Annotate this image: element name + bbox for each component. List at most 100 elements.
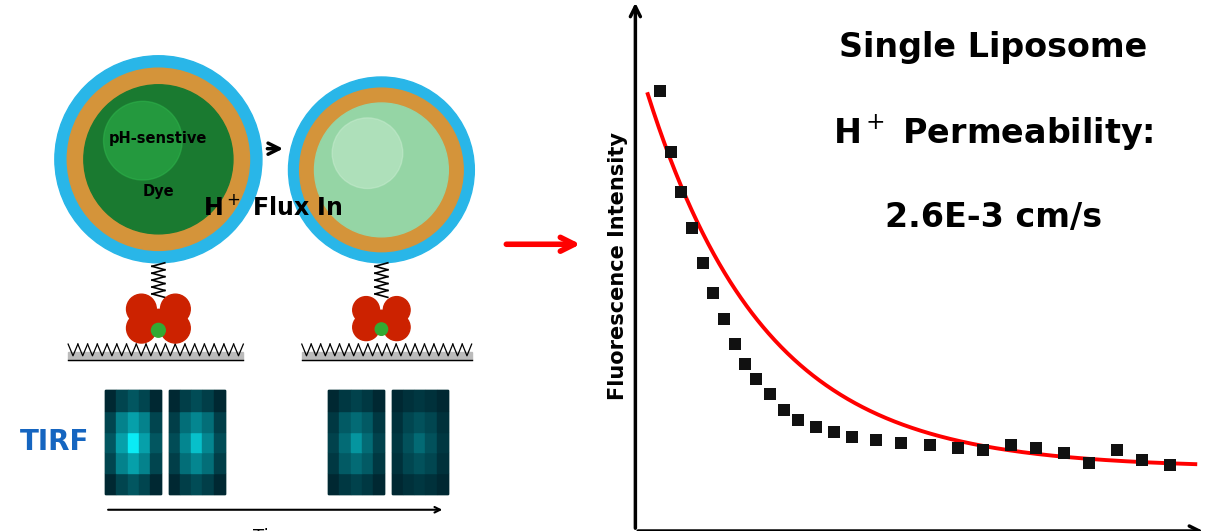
- Bar: [329, 452, 340, 473]
- Bar: [361, 473, 372, 494]
- Bar: [302, 352, 472, 360]
- Ellipse shape: [371, 310, 392, 327]
- Bar: [169, 432, 181, 452]
- Bar: [106, 432, 116, 452]
- Bar: [203, 390, 213, 411]
- Bar: [106, 452, 116, 473]
- Bar: [329, 390, 340, 411]
- Bar: [437, 390, 448, 411]
- Text: TIRF: TIRF: [19, 428, 90, 456]
- Bar: [106, 390, 161, 494]
- Point: [866, 436, 885, 444]
- Text: 2.6E-3 cm/s: 2.6E-3 cm/s: [885, 201, 1103, 234]
- Y-axis label: Fluorescence Intensity: Fluorescence Intensity: [609, 132, 628, 399]
- Bar: [169, 452, 181, 473]
- Bar: [372, 411, 385, 432]
- Bar: [329, 411, 340, 432]
- Circle shape: [383, 314, 410, 340]
- Bar: [169, 390, 181, 411]
- Bar: [127, 473, 138, 494]
- Bar: [106, 390, 116, 411]
- Bar: [106, 411, 116, 432]
- Bar: [127, 452, 138, 473]
- Text: H$^+$ Permeability:: H$^+$ Permeability:: [833, 113, 1154, 152]
- Point: [775, 405, 795, 414]
- Circle shape: [160, 313, 190, 343]
- Bar: [116, 473, 127, 494]
- Bar: [372, 390, 385, 411]
- Point: [892, 438, 911, 447]
- Point: [949, 443, 968, 452]
- Bar: [426, 411, 437, 432]
- Bar: [351, 452, 361, 473]
- Bar: [181, 452, 192, 473]
- Bar: [150, 390, 161, 411]
- Bar: [351, 473, 361, 494]
- Point: [1133, 456, 1152, 465]
- Point: [973, 446, 992, 455]
- Point: [761, 390, 780, 399]
- Point: [683, 224, 702, 232]
- Bar: [192, 452, 203, 473]
- Point: [714, 314, 734, 323]
- Bar: [116, 411, 127, 432]
- Circle shape: [84, 85, 233, 234]
- Ellipse shape: [147, 309, 170, 328]
- Circle shape: [289, 77, 474, 263]
- Circle shape: [103, 101, 182, 180]
- Bar: [213, 432, 224, 452]
- Bar: [351, 432, 361, 452]
- Bar: [361, 390, 372, 411]
- Bar: [392, 390, 403, 411]
- Bar: [403, 452, 415, 473]
- Point: [1054, 448, 1074, 457]
- Bar: [181, 411, 192, 432]
- Bar: [68, 352, 244, 360]
- Bar: [150, 411, 161, 432]
- Point: [842, 433, 861, 442]
- Bar: [127, 390, 138, 411]
- Bar: [203, 432, 213, 452]
- Bar: [372, 452, 385, 473]
- Bar: [203, 452, 213, 473]
- Bar: [116, 432, 127, 452]
- Bar: [437, 411, 448, 432]
- Text: Time: Time: [254, 528, 297, 531]
- Bar: [181, 432, 192, 452]
- Bar: [192, 432, 203, 452]
- Bar: [392, 411, 403, 432]
- Point: [693, 259, 712, 267]
- Point: [824, 428, 843, 436]
- Bar: [116, 452, 127, 473]
- Point: [650, 87, 670, 95]
- Point: [672, 188, 691, 196]
- Bar: [361, 452, 372, 473]
- Bar: [329, 432, 340, 452]
- Text: Dye: Dye: [143, 184, 175, 199]
- Bar: [116, 390, 127, 411]
- Bar: [415, 473, 426, 494]
- Circle shape: [375, 323, 388, 336]
- Point: [746, 375, 765, 383]
- Circle shape: [353, 314, 380, 340]
- Bar: [181, 390, 192, 411]
- Bar: [169, 473, 181, 494]
- Circle shape: [353, 297, 380, 323]
- Point: [735, 360, 754, 369]
- Bar: [403, 432, 415, 452]
- Point: [1001, 441, 1020, 449]
- Bar: [415, 452, 426, 473]
- Bar: [340, 411, 351, 432]
- Text: pH-senstive: pH-senstive: [109, 131, 207, 145]
- Point: [788, 415, 808, 424]
- Circle shape: [126, 294, 156, 324]
- Bar: [138, 390, 150, 411]
- Point: [1026, 443, 1046, 452]
- Bar: [181, 473, 192, 494]
- Bar: [392, 432, 403, 452]
- Circle shape: [67, 68, 250, 251]
- Bar: [437, 432, 448, 452]
- Bar: [203, 473, 213, 494]
- Bar: [415, 390, 426, 411]
- Point: [1107, 446, 1127, 455]
